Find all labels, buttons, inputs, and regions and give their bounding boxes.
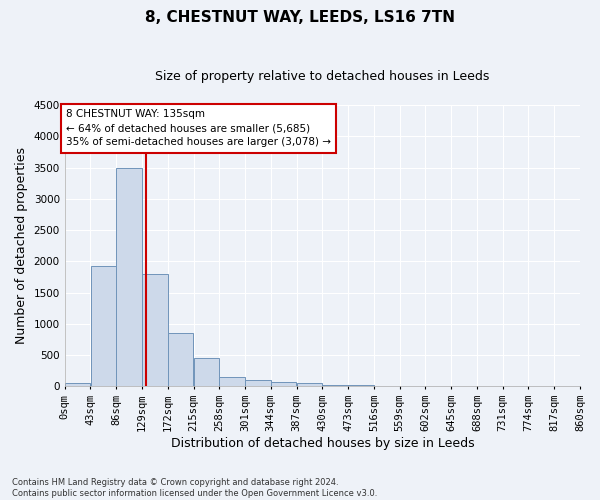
Bar <box>116 168 142 386</box>
Bar <box>91 266 116 386</box>
Bar <box>348 385 374 386</box>
Text: Contains HM Land Registry data © Crown copyright and database right 2024.
Contai: Contains HM Land Registry data © Crown c… <box>12 478 377 498</box>
Bar <box>271 382 296 386</box>
Bar <box>168 333 193 386</box>
Bar <box>142 274 167 386</box>
Text: 8 CHESTNUT WAY: 135sqm
← 64% of detached houses are smaller (5,685)
35% of semi-: 8 CHESTNUT WAY: 135sqm ← 64% of detached… <box>66 110 331 148</box>
Bar <box>65 384 90 386</box>
Bar <box>297 383 322 386</box>
Title: Size of property relative to detached houses in Leeds: Size of property relative to detached ho… <box>155 70 490 83</box>
Bar <box>194 358 219 386</box>
X-axis label: Distribution of detached houses by size in Leeds: Distribution of detached houses by size … <box>170 437 474 450</box>
Bar <box>322 384 348 386</box>
Bar <box>245 380 271 386</box>
Y-axis label: Number of detached properties: Number of detached properties <box>15 147 28 344</box>
Text: 8, CHESTNUT WAY, LEEDS, LS16 7TN: 8, CHESTNUT WAY, LEEDS, LS16 7TN <box>145 10 455 25</box>
Bar <box>220 376 245 386</box>
